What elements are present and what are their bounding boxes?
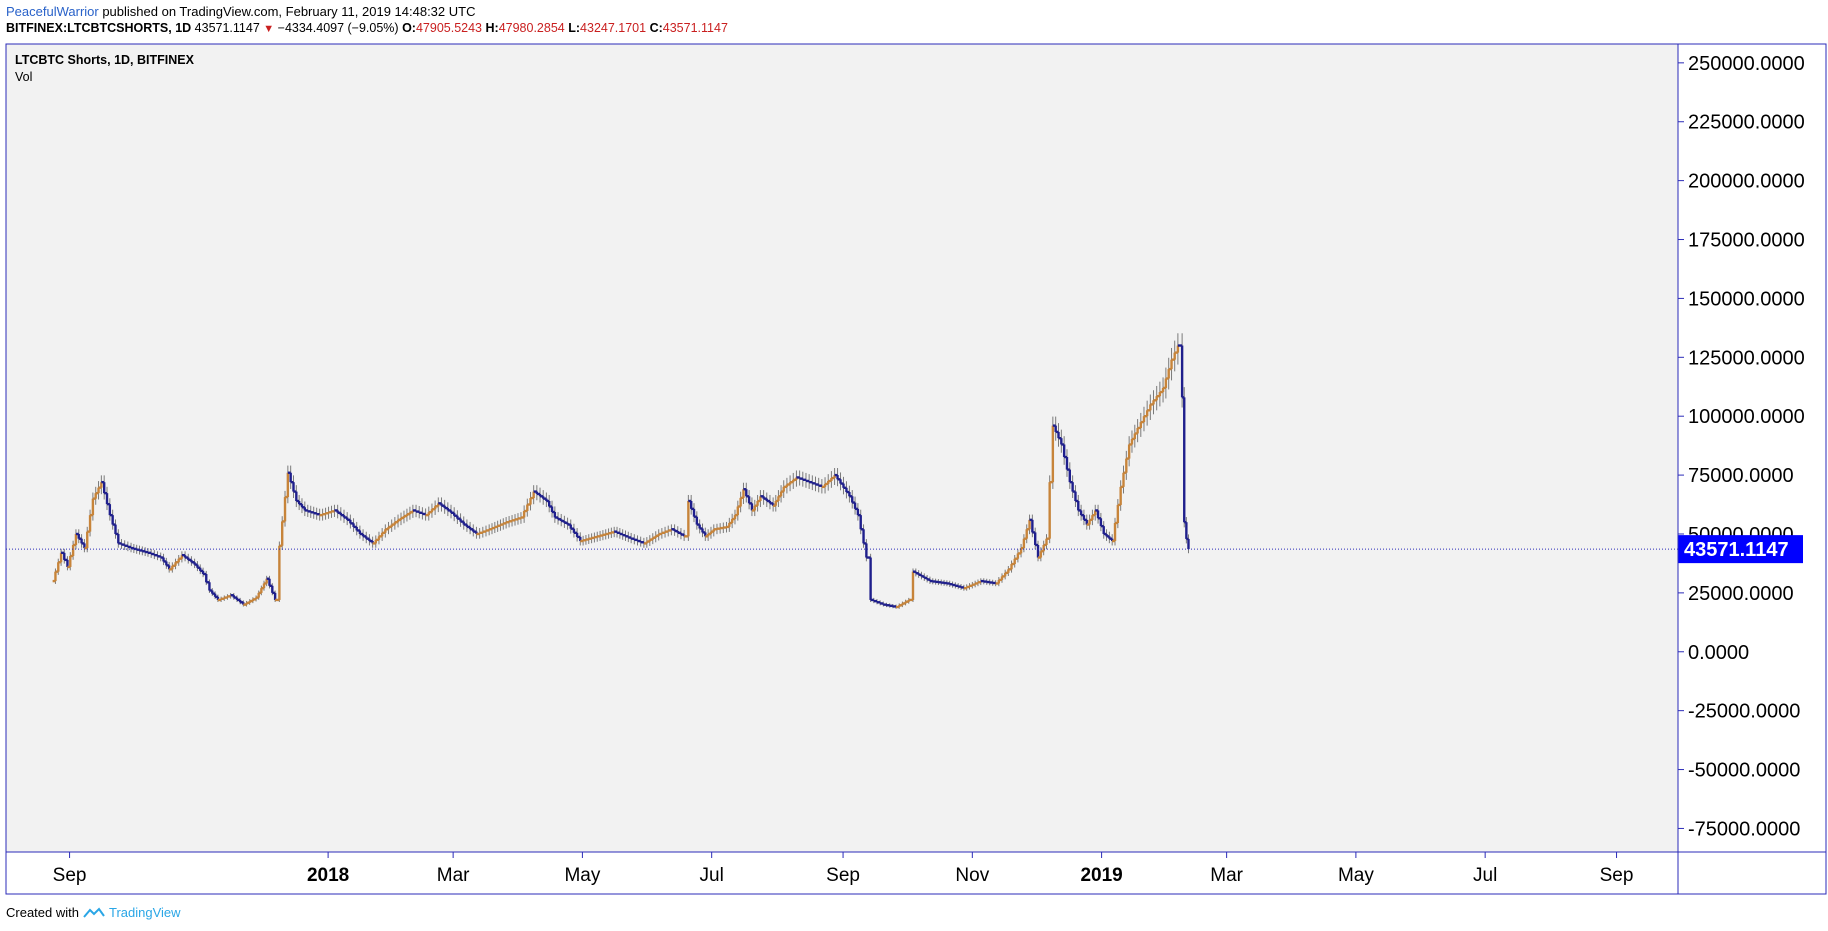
y-tick-label: 225000.0000 bbox=[1688, 112, 1805, 134]
high-value: 47980.2854 bbox=[498, 21, 565, 35]
last-price-label-bg bbox=[1678, 535, 1803, 564]
y-tick-label: 0.0000 bbox=[1688, 642, 1749, 664]
author-link[interactable]: PeacefulWarrior bbox=[6, 4, 99, 19]
last-price-text: 43571.1147 bbox=[194, 21, 260, 35]
y-tick-label: 150000.0000 bbox=[1688, 288, 1805, 310]
published-line: PeacefulWarrior published on TradingView… bbox=[6, 4, 475, 19]
open-label: O: bbox=[402, 21, 416, 35]
y-tick-label: 175000.0000 bbox=[1688, 230, 1805, 252]
y-tick-label: -25000.0000 bbox=[1688, 701, 1800, 723]
high-label: H: bbox=[485, 21, 499, 35]
close-label: C: bbox=[649, 21, 663, 35]
chart-pane[interactable] bbox=[6, 44, 1678, 852]
open-value: 47905.5243 bbox=[415, 21, 483, 35]
y-tick-label: 250000.0000 bbox=[1688, 53, 1805, 75]
chart-frame bbox=[5, 43, 1827, 895]
x-tick-label: Jul bbox=[1473, 865, 1497, 886]
y-tick-label: 200000.0000 bbox=[1688, 171, 1805, 193]
price-chart[interactable]: 250000.0000 225000.0000 200000.0000 175000.… bbox=[0, 0, 1828, 900]
x-tick-label: Mar bbox=[1210, 865, 1243, 886]
x-tick-label: Sep bbox=[826, 865, 860, 886]
x-tick-label: 2019 bbox=[1080, 865, 1122, 886]
low-label: L: bbox=[568, 21, 581, 35]
x-tick-label: Jul bbox=[700, 865, 724, 886]
y-tick-label: 100000.0000 bbox=[1688, 406, 1805, 428]
created-with-text: Created with bbox=[6, 905, 79, 920]
candle-series bbox=[52, 333, 1190, 609]
last-price-label: 43571.1147 bbox=[1678, 535, 1803, 564]
legend-title: LTCBTC Shorts, 1D, BITFINEX bbox=[15, 53, 195, 67]
legend-indicator-vol: Vol bbox=[15, 70, 32, 84]
low-value: 43247.1701 bbox=[580, 21, 647, 35]
last-price-label-text: 43571.1147 bbox=[1684, 539, 1789, 561]
tradingview-link[interactable]: TradingView bbox=[108, 905, 181, 920]
x-tick-label: Mar bbox=[437, 865, 470, 886]
y-tick-label: 25000.0000 bbox=[1688, 583, 1794, 605]
y-tick-label: 75000.0000 bbox=[1688, 465, 1794, 487]
down-arrow-icon: ▼ bbox=[263, 23, 275, 35]
price-axis[interactable]: 250000.0000 225000.0000 200000.0000 175000.… bbox=[1678, 53, 1805, 841]
x-tick-label: 2018 bbox=[307, 865, 349, 886]
x-tick-label: May bbox=[1338, 865, 1374, 886]
change-text: −4334.4097 (−9.05%) bbox=[277, 21, 399, 35]
tradingview-logo-icon bbox=[83, 906, 105, 918]
footer: Created with TradingView bbox=[6, 905, 181, 920]
published-text: published on TradingView.com, February 1… bbox=[98, 4, 476, 19]
y-tick-label: -50000.0000 bbox=[1688, 760, 1800, 782]
symbol-full: BITFINEX:LTCBTCSHORTS, 1D bbox=[6, 21, 192, 35]
x-tick-label: May bbox=[564, 865, 600, 886]
y-tick-label: 125000.0000 bbox=[1688, 347, 1805, 369]
x-tick-label: Sep bbox=[1600, 865, 1634, 886]
close-value: 43571.1147 bbox=[662, 21, 728, 35]
x-tick-label: Nov bbox=[955, 865, 989, 886]
time-axis[interactable]: Sep 2018 Mar May Jul Sep Nov 2019 Mar May Jul Sep bbox=[53, 852, 1634, 886]
y-tick-label: -75000.0000 bbox=[1688, 818, 1800, 840]
x-tick-label: Sep bbox=[53, 865, 87, 886]
ohlc-line: BITFINEX:LTCBTCSHORTS, 1D 43571.1147 ▼ −… bbox=[6, 21, 728, 35]
